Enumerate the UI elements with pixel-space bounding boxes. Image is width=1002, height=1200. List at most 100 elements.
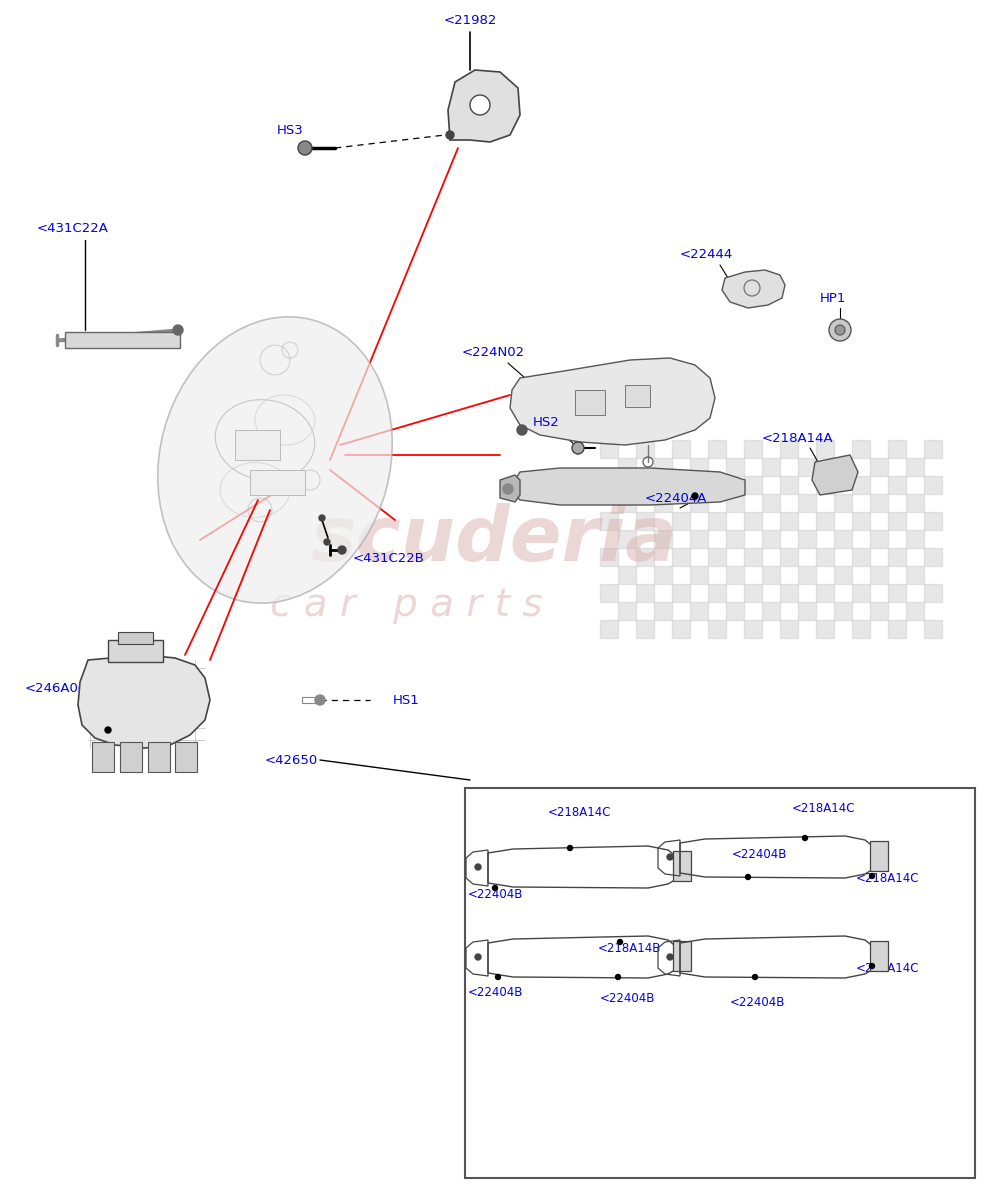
Bar — [780, 620, 798, 638]
Bar — [887, 476, 905, 494]
Bar — [617, 566, 635, 584]
Circle shape — [495, 974, 500, 979]
Bar — [707, 584, 725, 602]
Bar — [599, 584, 617, 602]
Bar — [816, 440, 834, 458]
Bar — [118, 632, 153, 644]
Bar — [599, 512, 617, 530]
Bar — [689, 494, 707, 512]
Bar — [672, 851, 690, 881]
Bar — [869, 941, 887, 971]
Text: <22444: <22444 — [679, 248, 732, 262]
Polygon shape — [514, 468, 744, 505]
Bar — [816, 512, 834, 530]
Bar — [725, 494, 743, 512]
Text: <218A14C: <218A14C — [547, 805, 611, 818]
Text: <431C22B: <431C22B — [353, 552, 425, 564]
Bar — [780, 548, 798, 566]
Bar — [743, 620, 762, 638]
Bar — [869, 458, 887, 476]
Bar — [689, 458, 707, 476]
Circle shape — [567, 846, 572, 851]
Bar — [725, 602, 743, 620]
Bar — [834, 602, 851, 620]
Circle shape — [835, 325, 844, 335]
Circle shape — [105, 727, 111, 733]
Text: <22404A: <22404A — [644, 492, 706, 504]
Bar — [574, 390, 604, 415]
Bar — [599, 548, 617, 566]
Bar — [851, 512, 869, 530]
Bar — [816, 584, 834, 602]
Text: <22404B: <22404B — [729, 996, 785, 1008]
Bar — [635, 584, 653, 602]
Bar — [635, 620, 653, 638]
Bar — [887, 584, 905, 602]
Circle shape — [315, 695, 325, 704]
Bar — [798, 458, 816, 476]
Bar — [851, 548, 869, 566]
Circle shape — [802, 835, 807, 840]
Bar — [617, 602, 635, 620]
Circle shape — [752, 974, 757, 979]
Text: <224N02: <224N02 — [462, 347, 525, 360]
Bar — [851, 476, 869, 494]
Bar — [120, 742, 142, 772]
Bar — [887, 512, 905, 530]
Circle shape — [324, 539, 330, 545]
Circle shape — [502, 484, 512, 494]
Bar — [798, 494, 816, 512]
Bar — [707, 440, 725, 458]
Bar — [780, 476, 798, 494]
Text: HP1: HP1 — [820, 292, 846, 305]
Circle shape — [691, 493, 697, 499]
Bar — [851, 440, 869, 458]
Bar — [653, 494, 671, 512]
Circle shape — [666, 954, 672, 960]
Bar — [762, 602, 780, 620]
Bar — [635, 476, 653, 494]
Bar — [834, 458, 851, 476]
Bar — [617, 458, 635, 476]
Bar — [798, 602, 816, 620]
Bar — [923, 548, 941, 566]
Bar — [923, 620, 941, 638]
Text: <246A06: <246A06 — [25, 682, 87, 695]
Bar — [834, 494, 851, 512]
Bar — [689, 530, 707, 548]
Circle shape — [475, 954, 481, 960]
Bar — [869, 530, 887, 548]
Bar — [725, 530, 743, 548]
Text: <22404B: <22404B — [468, 888, 523, 901]
Bar — [617, 494, 635, 512]
Circle shape — [172, 325, 182, 335]
Circle shape — [829, 319, 850, 341]
Circle shape — [338, 546, 346, 554]
Bar — [689, 566, 707, 584]
Bar — [108, 640, 163, 662]
Bar — [743, 548, 762, 566]
Bar — [743, 584, 762, 602]
Bar — [599, 440, 617, 458]
Bar — [780, 512, 798, 530]
Bar — [689, 602, 707, 620]
Bar — [762, 530, 780, 548]
Text: HS3: HS3 — [277, 124, 304, 137]
Bar — [887, 548, 905, 566]
Circle shape — [319, 515, 325, 521]
Bar — [65, 332, 179, 348]
Polygon shape — [509, 358, 714, 445]
Bar — [725, 566, 743, 584]
Bar — [869, 566, 887, 584]
Bar — [923, 512, 941, 530]
Bar — [869, 602, 887, 620]
Bar — [743, 440, 762, 458]
Bar — [923, 476, 941, 494]
Bar — [148, 742, 169, 772]
Text: <218A14A: <218A14A — [762, 432, 833, 444]
Bar — [851, 620, 869, 638]
Text: <22404B: <22404B — [731, 848, 787, 862]
Bar — [780, 440, 798, 458]
Polygon shape — [78, 655, 209, 748]
Bar — [905, 458, 923, 476]
